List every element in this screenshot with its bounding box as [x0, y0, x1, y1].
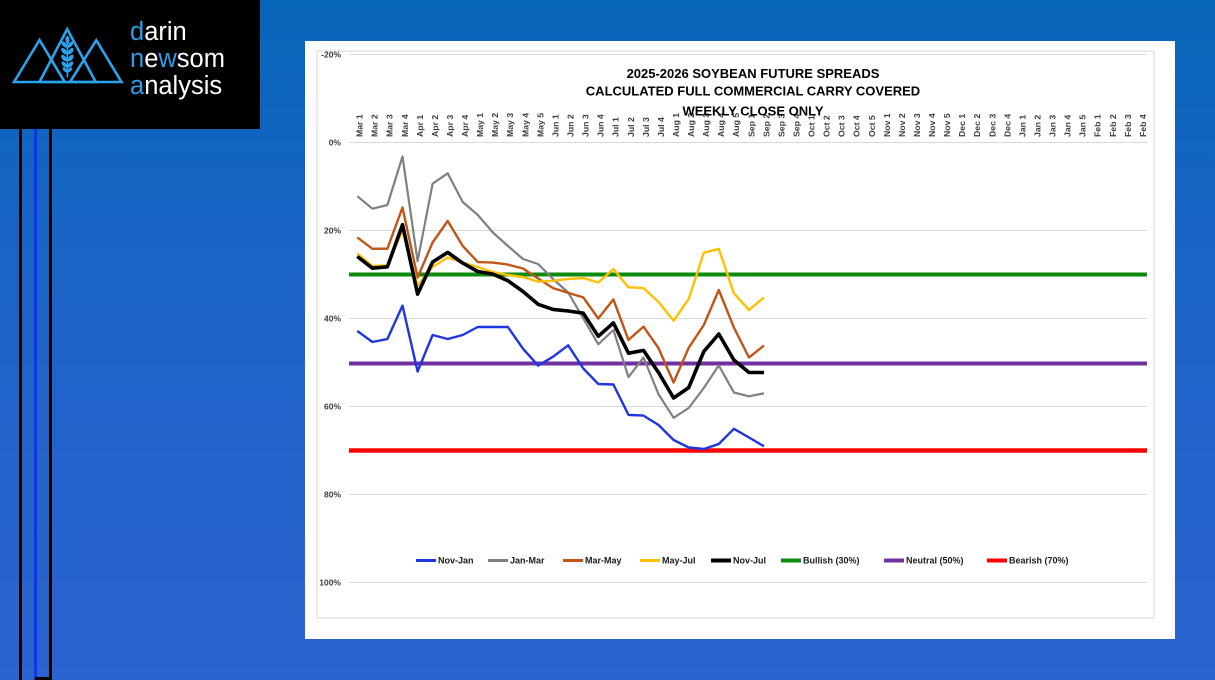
svg-text:Nov-Jul: Nov-Jul — [733, 556, 766, 566]
svg-text:Nov 2: Nov 2 — [897, 113, 907, 137]
svg-text:Jul 2: Jul 2 — [626, 117, 636, 137]
svg-text:Mar 3: Mar 3 — [385, 114, 395, 137]
svg-text:Apr 4: Apr 4 — [460, 115, 470, 137]
svg-text:Oct 1: Oct 1 — [807, 115, 817, 137]
svg-text:Sep 1: Sep 1 — [746, 114, 756, 137]
svg-text:Nov 5: Nov 5 — [942, 113, 952, 137]
svg-text:Jun 1: Jun 1 — [550, 114, 560, 137]
svg-text:Aug 4: Aug 4 — [716, 113, 726, 137]
svg-text:Feb 4: Feb 4 — [1138, 114, 1148, 137]
svg-text:Dec 2: Dec 2 — [972, 114, 982, 137]
svg-text:Feb 3: Feb 3 — [1123, 114, 1133, 137]
svg-text:Jun 2: Jun 2 — [566, 114, 576, 137]
svg-text:Bearish (70%): Bearish (70%) — [1009, 556, 1069, 566]
svg-text:Sep 2: Sep 2 — [761, 114, 771, 137]
svg-text:Oct 5: Oct 5 — [867, 115, 877, 137]
svg-text:Nov-Jan: Nov-Jan — [438, 556, 474, 566]
svg-text:May 3: May 3 — [505, 113, 515, 137]
svg-text:Mar 4: Mar 4 — [400, 114, 410, 137]
svg-text:Mar 2: Mar 2 — [370, 114, 380, 137]
svg-text:Apr 1: Apr 1 — [415, 115, 425, 137]
svg-text:Oct 4: Oct 4 — [852, 115, 862, 137]
svg-text:20%: 20% — [324, 226, 341, 236]
svg-text:Jul 4: Jul 4 — [656, 117, 666, 137]
svg-text:Aug 3: Aug 3 — [701, 113, 711, 137]
svg-text:Dec 4: Dec 4 — [1002, 114, 1012, 137]
svg-text:Jul 3: Jul 3 — [641, 117, 651, 137]
svg-text:May-Jul: May-Jul — [662, 556, 696, 566]
svg-text:2025-2026 SOYBEAN FUTURE SPREA: 2025-2026 SOYBEAN FUTURE SPREADS — [627, 66, 880, 81]
svg-text:Apr 2: Apr 2 — [430, 115, 440, 137]
svg-text:Mar-May: Mar-May — [585, 556, 622, 566]
svg-text:May 4: May 4 — [520, 113, 530, 137]
svg-text:CALCULATED FULL COMMERCIAL CAR: CALCULATED FULL COMMERCIAL CARRY COVERED — [586, 84, 920, 99]
svg-text:WEEKLY CLOSE ONLY: WEEKLY CLOSE ONLY — [682, 104, 823, 119]
svg-text:Jan 2: Jan 2 — [1033, 115, 1043, 137]
svg-text:Feb 1: Feb 1 — [1093, 114, 1103, 137]
svg-text:Dec 3: Dec 3 — [987, 114, 997, 137]
svg-text:Dec 1: Dec 1 — [957, 114, 967, 137]
svg-text:80%: 80% — [324, 490, 341, 500]
svg-text:100%: 100% — [319, 578, 341, 588]
svg-text:Apr 3: Apr 3 — [445, 115, 455, 137]
svg-text:Mar 1: Mar 1 — [355, 114, 365, 137]
svg-text:Jul 1: Jul 1 — [611, 117, 621, 137]
svg-text:Bullish (30%): Bullish (30%) — [803, 556, 860, 566]
svg-text:Sep 3: Sep 3 — [776, 114, 786, 137]
svg-text:Jun 4: Jun 4 — [596, 114, 606, 137]
svg-text:Oct 3: Oct 3 — [837, 115, 847, 137]
svg-text:Nov 3: Nov 3 — [912, 113, 922, 137]
svg-text:Sep 4: Sep 4 — [792, 114, 802, 137]
svg-text:Jan 3: Jan 3 — [1048, 115, 1058, 137]
svg-text:May 1: May 1 — [475, 113, 485, 137]
svg-text:May 2: May 2 — [490, 113, 500, 137]
svg-text:Aug 1: Aug 1 — [671, 113, 681, 137]
svg-text:Nov 1: Nov 1 — [882, 113, 892, 137]
svg-text:Aug 2: Aug 2 — [686, 113, 696, 137]
svg-text:Aug 5: Aug 5 — [731, 113, 741, 137]
svg-text:Neutral (50%): Neutral (50%) — [906, 556, 964, 566]
svg-text:Nov 4: Nov 4 — [927, 113, 937, 137]
svg-text:Feb 2: Feb 2 — [1108, 114, 1118, 137]
svg-text:Jan 1: Jan 1 — [1017, 115, 1027, 137]
svg-text:May 5: May 5 — [535, 113, 545, 137]
svg-text:40%: 40% — [324, 314, 341, 324]
svg-text:60%: 60% — [324, 402, 341, 412]
svg-text:Jan 4: Jan 4 — [1063, 115, 1073, 137]
svg-text:0%: 0% — [329, 138, 342, 148]
svg-text:Jun 3: Jun 3 — [581, 114, 591, 137]
svg-text:Jan-Mar: Jan-Mar — [510, 556, 545, 566]
svg-text:Jan 5: Jan 5 — [1078, 115, 1088, 137]
svg-text:-20%: -20% — [321, 50, 341, 60]
svg-text:Oct 2: Oct 2 — [822, 115, 832, 137]
